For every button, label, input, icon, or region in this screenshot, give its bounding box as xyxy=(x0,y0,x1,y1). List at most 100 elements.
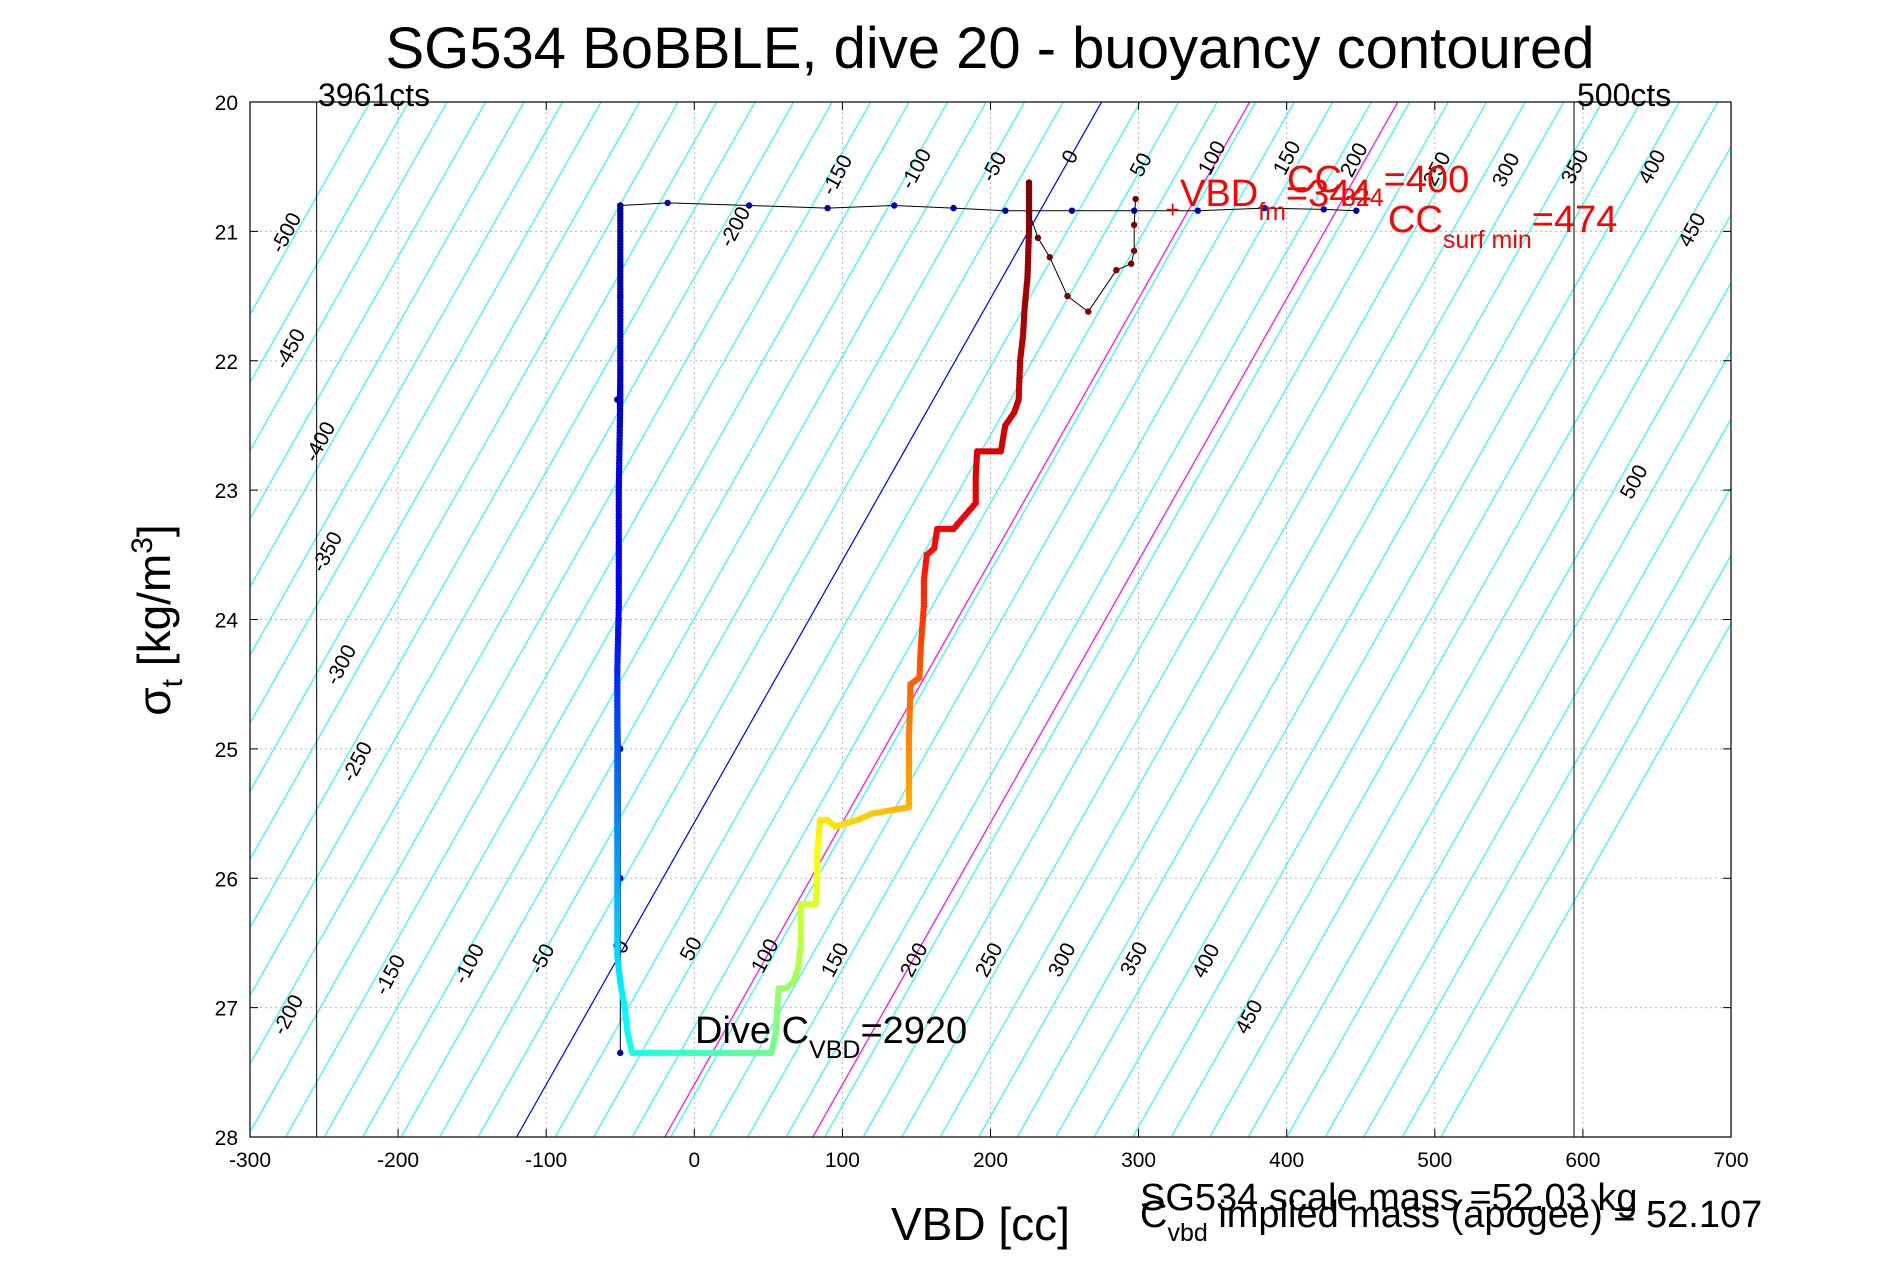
y-tick-label: 21 xyxy=(215,221,238,244)
x-tick-label: 600 xyxy=(1565,1149,1600,1172)
buoyancy-contour-line xyxy=(250,102,756,997)
buoyancy-contour-line xyxy=(439,102,1025,1137)
descent-point xyxy=(1025,179,1033,186)
reference-line xyxy=(516,102,1103,1137)
apogee-point xyxy=(1064,292,1071,300)
buoyancy-contour-line xyxy=(978,102,1565,1137)
dive-cvbd-annotation: Dive CVBD=2920 xyxy=(695,1010,967,1064)
climb-point xyxy=(664,199,671,207)
x-axis-ticks: -300 -200 -100 0 100 200 300 400 500 600 700 xyxy=(229,102,1749,1172)
vbd-marker: + xyxy=(1166,196,1180,223)
x-tick-label: 500 xyxy=(1417,1149,1452,1172)
buoyancy-contour-line xyxy=(1363,486,1731,1137)
vbd-fm-annotation: VBDfm=344 xyxy=(1180,173,1372,226)
buoyancy-contour-line xyxy=(285,102,871,1137)
x-tick-label: 100 xyxy=(825,1149,860,1172)
buoyancy-contours xyxy=(250,102,1731,1137)
x-axis-label: VBD [cc] xyxy=(891,1198,1070,1250)
apogee-point xyxy=(1127,260,1135,267)
climb-point xyxy=(745,202,753,209)
scale-mass-note: SG534 scale mass =52.03 kg xyxy=(1140,1177,1637,1219)
climb-point xyxy=(1261,204,1268,212)
x-tick-label: -300 xyxy=(229,1149,271,1172)
buoyancy-contour-line xyxy=(250,102,794,1065)
y-label-sub: t xyxy=(156,678,189,687)
buoyancy-contour-line xyxy=(593,102,1180,1137)
climb-point xyxy=(1068,207,1076,214)
y-tick-label: 22 xyxy=(215,351,238,374)
x-tick-label: 700 xyxy=(1713,1149,1748,1172)
svg-text:σt [kg/m3]: σt [kg/m3] xyxy=(126,524,189,715)
y-tick-label: 24 xyxy=(215,610,239,633)
x-tick-label: 400 xyxy=(1269,1149,1304,1172)
x-tick-label: -100 xyxy=(525,1149,567,1172)
left-counts-label: 3961cts xyxy=(318,77,430,113)
buoyancy-contour-line xyxy=(250,102,833,1133)
buoyancy-contour-line xyxy=(362,102,948,1137)
buoyancy-contour-line xyxy=(824,102,1411,1137)
right-counts-label: 500cts xyxy=(1577,77,1671,113)
y-tick-label: 28 xyxy=(215,1127,238,1150)
buoyancy-contour-line xyxy=(670,102,1257,1137)
buoyancy-contour-line xyxy=(250,102,563,656)
buoyancy-contour-line xyxy=(250,102,409,384)
y-label-symbol: σ xyxy=(128,687,180,715)
buoyancy-contour-line xyxy=(785,102,1372,1137)
buoyancy-contour-line xyxy=(862,102,1449,1137)
buoyancy-contour-line xyxy=(477,102,1064,1137)
count-lines xyxy=(316,102,1575,1137)
cvbd-implied-note: Cvbd implied mass (apogee) = 52.107 xyxy=(1140,1194,1762,1247)
apogee-point xyxy=(1025,208,1033,216)
buoyancy-contour-line xyxy=(1055,102,1642,1137)
buoyancy-contour-line xyxy=(1209,213,1731,1137)
cc-top-annotation: CC324=400 xyxy=(1287,159,1469,212)
buoyancy-contour-line xyxy=(250,102,679,861)
x-tick-label: 200 xyxy=(973,1149,1008,1172)
apogee-line xyxy=(1028,198,1137,313)
apogee-point xyxy=(1034,234,1042,242)
buoyancy-contour-line xyxy=(1093,102,1680,1137)
y-label-sup: 3 xyxy=(126,537,159,554)
reference-line xyxy=(812,102,1399,1137)
buoyancy-contour-line xyxy=(250,102,640,793)
buoyancy-contour-line xyxy=(554,102,1141,1137)
climb-point xyxy=(1353,207,1360,214)
buoyancy-contour-line xyxy=(708,102,1295,1137)
apogee-point xyxy=(1130,247,1138,254)
buoyancy-contour-line xyxy=(250,102,448,452)
y-tick-label: 27 xyxy=(215,998,238,1021)
chart-title: SG534 BoBBLE, dive 20 - buoyancy contour… xyxy=(385,16,1594,81)
y-tick-label: 26 xyxy=(215,868,238,891)
buoyancy-contour-line xyxy=(1247,281,1731,1137)
buoyancy-contour-line xyxy=(250,102,486,520)
buoyancy-contour-line xyxy=(250,102,371,316)
y-axis-label: σt [kg/m3] xyxy=(126,524,189,715)
buoyancy-contour-line xyxy=(1170,145,1731,1137)
y-axis-ticks: 20 21 22 23 24 25 26 27 28 xyxy=(215,92,1731,1150)
apogee-point xyxy=(1132,195,1139,203)
y-tick-label: 25 xyxy=(215,739,238,762)
buoyancy-contour-line xyxy=(250,102,525,588)
climb-point xyxy=(1130,207,1138,214)
apogee-point xyxy=(1085,308,1092,315)
x-tick-label: 300 xyxy=(1121,1149,1156,1172)
climb-point xyxy=(891,202,898,209)
x-tick-label: 0 xyxy=(688,1149,700,1172)
reference-line xyxy=(664,102,1251,1137)
cc-surf-annotation: CCsurf min=474 xyxy=(1388,199,1617,254)
y-label-close: ] xyxy=(128,524,180,537)
climb-point xyxy=(824,204,831,212)
buoyancy-contour-line xyxy=(747,102,1334,1137)
buoyancy-contour-line xyxy=(1401,554,1731,1137)
buoyancy-contour-line xyxy=(1324,418,1731,1137)
x-tick-label: -200 xyxy=(377,1149,419,1172)
buoyancy-contour-line xyxy=(1016,102,1603,1137)
buoyancy-contour-line xyxy=(1286,349,1731,1137)
buoyancy-contour-line xyxy=(901,102,1488,1137)
buoyancy-contour-line xyxy=(939,102,1526,1137)
climb-point xyxy=(950,204,957,212)
buoyancy-contour-line xyxy=(400,102,987,1137)
climb-point xyxy=(1320,206,1327,213)
apogee-point xyxy=(1113,266,1120,274)
